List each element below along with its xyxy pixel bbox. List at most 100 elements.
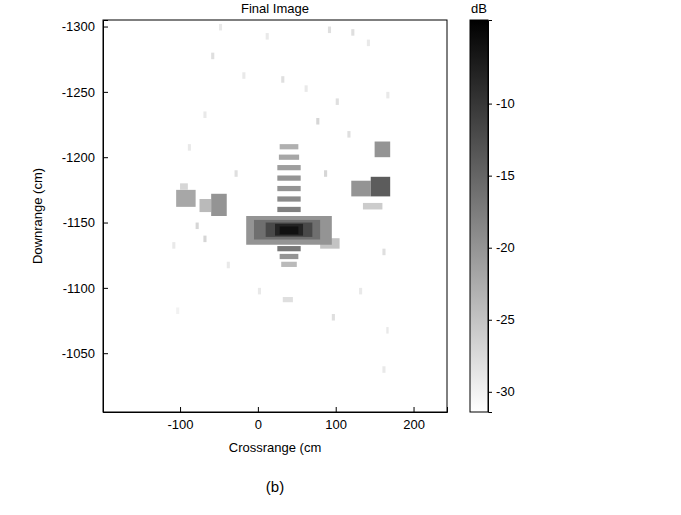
cell <box>275 224 303 236</box>
cell <box>235 170 238 177</box>
colorbar-tick-mark <box>488 320 492 321</box>
cell <box>266 33 269 40</box>
cell <box>227 262 230 269</box>
colorbar-tick: -30 <box>488 384 515 399</box>
plot-frame <box>103 20 447 412</box>
colorbar-tick-label: -15 <box>496 168 515 183</box>
colorbar-title: dB <box>471 1 487 16</box>
cell <box>200 199 212 212</box>
cell <box>277 207 300 212</box>
y-tick-mark <box>103 288 108 289</box>
x-axis-title: Crossrange (cm <box>229 440 321 455</box>
cell <box>277 175 300 180</box>
x-tick-mark <box>336 407 337 412</box>
x-tick-mark <box>258 407 259 412</box>
y-tick-mark <box>103 157 108 158</box>
cell <box>277 165 300 170</box>
cell <box>382 366 385 373</box>
cell <box>211 53 214 60</box>
y-tick-mark <box>103 92 108 93</box>
y-tick-label: -1100 <box>63 281 95 296</box>
colorbar <box>470 20 488 412</box>
x-tick: 200 <box>403 407 425 432</box>
cell <box>336 98 339 105</box>
cell <box>258 288 261 295</box>
y-tick-label: -1050 <box>62 346 95 361</box>
cell <box>367 40 370 47</box>
y-tick-mark <box>103 353 108 354</box>
cell <box>382 249 385 256</box>
cell <box>219 24 222 31</box>
colorbar-tick-label: -30 <box>496 384 515 399</box>
cell <box>277 246 300 251</box>
cell <box>386 92 389 99</box>
x-tick-label: -100 <box>168 417 194 432</box>
cell <box>242 72 245 79</box>
y-tick: -1250 <box>62 85 108 100</box>
cell <box>180 183 188 190</box>
cell <box>176 190 195 207</box>
cell <box>280 226 299 234</box>
cell <box>371 177 390 197</box>
cell <box>347 131 350 138</box>
x-tick-mark <box>180 407 181 412</box>
cell <box>316 118 319 125</box>
x-tick-label: 100 <box>325 417 347 432</box>
y-tick: -1300 <box>62 19 108 34</box>
title: Final Image <box>241 1 309 16</box>
y-axis: -1300 -1250 -1200 -1150 -1100 -1050 <box>62 19 108 412</box>
cell <box>328 27 331 34</box>
y-tick: -1100 <box>63 281 108 296</box>
y-tick-mark <box>103 223 108 224</box>
cell <box>386 327 388 334</box>
y-tick: -1200 <box>62 150 108 165</box>
plot-background <box>103 20 447 412</box>
y-tick-mark <box>103 27 108 28</box>
x-tick: 0 <box>255 407 262 432</box>
y-axis-title: Downrange (cm) <box>30 168 45 264</box>
cell <box>203 236 206 243</box>
colorbar-axis-line <box>489 21 493 413</box>
cell <box>324 170 327 177</box>
colorbar-tick-mark <box>488 176 492 177</box>
cell <box>305 85 308 92</box>
cell <box>280 144 299 149</box>
colorbar-tick-label: -20 <box>496 240 515 255</box>
cell <box>281 262 297 267</box>
y-tick-label: -1300 <box>62 19 95 34</box>
colorbar-tick-label: -10 <box>496 96 515 111</box>
cell <box>211 194 227 216</box>
colorbar-axis: -10 -15 -20 -25 -30 <box>488 21 515 413</box>
x-axis-line <box>104 407 448 413</box>
x-tick: -100 <box>168 407 194 432</box>
cells <box>172 24 390 373</box>
cell <box>172 242 175 249</box>
cell <box>246 216 332 245</box>
cell <box>254 220 320 240</box>
cell <box>188 144 191 151</box>
cell <box>280 254 299 259</box>
colorbar-tick-mark <box>488 392 492 393</box>
y-tick: -1050 <box>62 346 108 361</box>
y-tick-label: -1250 <box>62 85 95 100</box>
cell <box>375 142 391 158</box>
cell <box>283 297 293 302</box>
cell <box>281 76 284 83</box>
y-tick-label: -1150 <box>63 215 95 230</box>
colorbar-tick: -20 <box>488 240 515 255</box>
x-tick-label: 200 <box>403 417 425 432</box>
colorbar-tick-mark <box>488 104 492 105</box>
cell <box>176 307 179 314</box>
colorbar-tick: -25 <box>488 312 515 327</box>
y-axis-line <box>104 21 109 413</box>
cell <box>359 288 362 295</box>
cell <box>332 314 335 321</box>
colorbar-tick-label: -25 <box>496 312 515 327</box>
cell <box>266 223 313 237</box>
cell <box>279 155 299 160</box>
x-tick-mark <box>414 407 415 412</box>
colorbar-tick: -10 <box>488 96 515 111</box>
caption: (b) <box>266 478 284 495</box>
y-tick: -1150 <box>63 215 108 230</box>
x-tick-label: 0 <box>255 417 262 432</box>
